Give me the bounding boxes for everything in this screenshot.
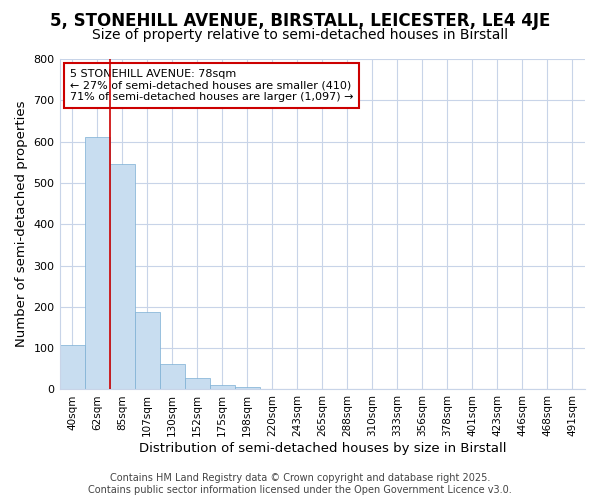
Bar [209,386,235,390]
Text: 5, STONEHILL AVENUE, BIRSTALL, LEICESTER, LE4 4JE: 5, STONEHILL AVENUE, BIRSTALL, LEICESTER… [50,12,550,30]
Bar [59,346,85,390]
Bar [160,364,185,390]
Bar [110,164,134,390]
Text: 5 STONEHILL AVENUE: 78sqm
← 27% of semi-detached houses are smaller (410)
71% of: 5 STONEHILL AVENUE: 78sqm ← 27% of semi-… [70,69,353,102]
Text: Size of property relative to semi-detached houses in Birstall: Size of property relative to semi-detach… [92,28,508,42]
Y-axis label: Number of semi-detached properties: Number of semi-detached properties [15,101,28,348]
Bar [185,378,209,390]
X-axis label: Distribution of semi-detached houses by size in Birstall: Distribution of semi-detached houses by … [139,442,506,455]
Bar [134,312,160,390]
Text: Contains HM Land Registry data © Crown copyright and database right 2025.
Contai: Contains HM Land Registry data © Crown c… [88,474,512,495]
Bar [235,388,260,390]
Bar [85,137,110,390]
